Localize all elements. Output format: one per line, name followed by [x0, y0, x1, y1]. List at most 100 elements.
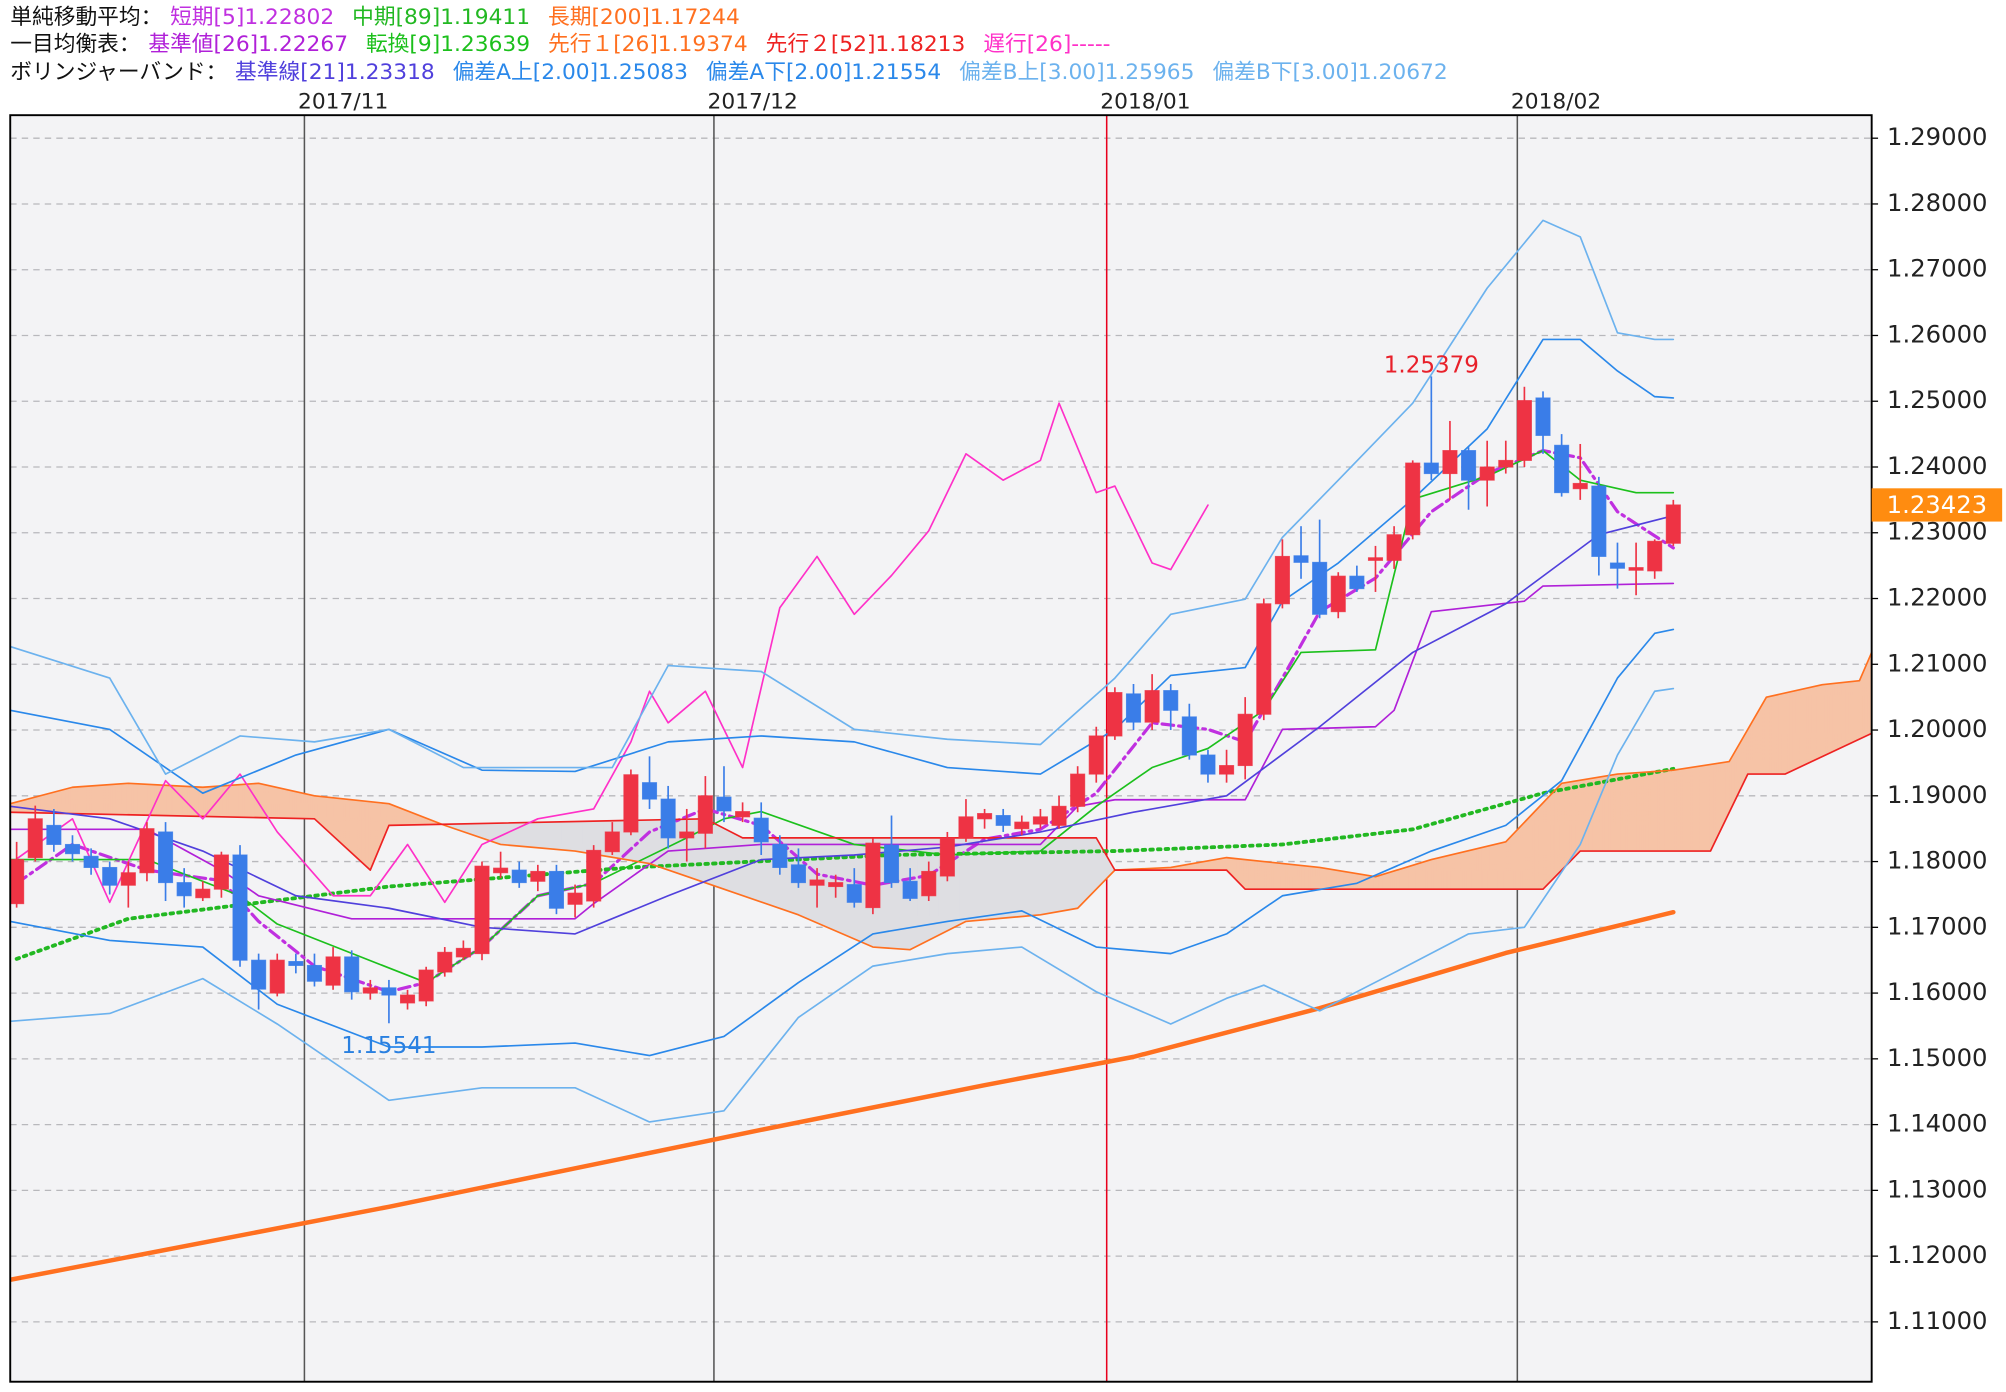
- candle-body: [1274, 555, 1290, 605]
- candle-body: [1051, 805, 1067, 826]
- candle-body: [865, 842, 881, 909]
- candle-body: [958, 816, 974, 839]
- legend-entry: 長期[200]1.17244: [548, 5, 740, 30]
- candle-body: [1442, 450, 1458, 475]
- grid: [10, 115, 1872, 1382]
- candle-body: [1554, 444, 1570, 494]
- candle-body: [883, 844, 900, 884]
- indicator-line: [10, 219, 1675, 775]
- candle-body: [1647, 540, 1663, 572]
- candle-body: [306, 964, 323, 982]
- candle-body: [362, 987, 378, 994]
- indicator-line: [10, 651, 1872, 951]
- indicator-line: [10, 402, 1209, 904]
- legend-entry: 遅行[26]-----: [983, 32, 1110, 57]
- legend-entry: 偏差A上[2.00]1.25083: [453, 60, 688, 85]
- candle-body: [1293, 555, 1309, 563]
- candle-body: [1405, 462, 1421, 536]
- candle-body: [139, 828, 155, 874]
- candle-body: [455, 947, 471, 958]
- y-tick-label: 1.23000: [1887, 517, 1987, 546]
- y-tick-label: 1.17000: [1887, 911, 1987, 940]
- candle-body: [697, 795, 713, 834]
- legend-group-label: 一目均衡表：: [10, 32, 140, 57]
- plot-border: [9, 114, 1873, 1383]
- candle-body: [679, 831, 695, 839]
- annotation: 1.15541: [341, 1033, 436, 1059]
- candle-body: [474, 865, 490, 955]
- candle-body: [1535, 397, 1551, 436]
- candle-body: [1461, 450, 1477, 481]
- legend-entry: 偏差A下[2.00]1.21554: [706, 60, 941, 85]
- legend-entry: 中期[89]1.19411: [352, 5, 530, 30]
- candle-body: [921, 870, 937, 897]
- candle-body: [1423, 462, 1439, 475]
- candle-body: [1498, 459, 1514, 468]
- candle-body: [1628, 567, 1644, 571]
- legend-entry: 基準値[26]1.22267: [148, 32, 348, 57]
- candle-body: [1125, 693, 1142, 723]
- candle-body: [1591, 485, 1607, 557]
- candle-body: [1256, 603, 1272, 715]
- candle-body: [64, 843, 81, 855]
- candle-body: [716, 796, 732, 812]
- candle-body: [735, 811, 751, 818]
- y-tick-label: 1.22000: [1887, 583, 1987, 612]
- plot: 1.25379 1.15541: [10, 219, 1872, 1283]
- candle-body: [437, 951, 453, 973]
- indicator-line: [10, 909, 1676, 1283]
- candle-body: [1349, 575, 1365, 590]
- axes: 1.11000 1.12000 1.13000 1.14000 1.15000 1.160…: [298, 89, 2003, 1335]
- candle-body: [325, 956, 341, 986]
- candle-body: [995, 815, 1011, 826]
- legend-group-label: 単純移動平均：: [10, 5, 162, 30]
- candle-body: [1032, 816, 1048, 825]
- candle-body: [772, 843, 788, 868]
- candle-body: [195, 888, 211, 899]
- candle-body: [1572, 482, 1588, 490]
- candle-body: [809, 879, 825, 886]
- legend-group-label: ボリンジャーバンド：: [10, 60, 227, 85]
- y-tick-label: 1.14000: [1887, 1109, 1987, 1138]
- indicator-line: [10, 514, 1675, 935]
- candle-body: [1609, 562, 1626, 569]
- candle-body: [1479, 466, 1495, 481]
- candle-body: [27, 818, 43, 859]
- candle-body: [530, 870, 546, 882]
- candle-body: [381, 987, 397, 996]
- y-tick-label: 1.26000: [1887, 319, 1987, 348]
- candle-body: [1107, 692, 1123, 737]
- candle-body: [790, 864, 806, 884]
- candle-body: [251, 959, 267, 990]
- candle-body: [232, 854, 248, 961]
- candle-body: [1014, 821, 1030, 830]
- candle-body: [46, 824, 62, 845]
- y-tick-label: 1.18000: [1887, 846, 1987, 875]
- header: 単純移動平均： 短期[5]1.22802 中期[89]1.19411 長期[200]1…: [10, 5, 1447, 85]
- candle-body: [846, 884, 862, 903]
- candle-body: [83, 855, 99, 868]
- price-label: 1.23423: [1887, 490, 1987, 519]
- candle-body: [1200, 754, 1216, 775]
- candle-body: [269, 959, 285, 994]
- candle-body: [828, 882, 844, 888]
- candle-body: [977, 813, 993, 820]
- plot-area: [10, 115, 1872, 1382]
- x-tick-label: 2017/12: [708, 89, 798, 114]
- y-tick-label: 1.19000: [1887, 780, 1987, 809]
- candle-body: [939, 837, 955, 877]
- candle-body: [1070, 773, 1086, 807]
- indicator-line: [15, 448, 1675, 994]
- candle-body: [1665, 504, 1681, 544]
- y-tick-label: 1.11000: [1887, 1306, 1987, 1335]
- indicator-line: [10, 338, 1675, 795]
- candle-body: [10, 859, 25, 905]
- candle-body: [493, 867, 509, 874]
- annotation: 1.25379: [1384, 353, 1479, 379]
- candle-body: [1163, 690, 1179, 711]
- candle-body: [344, 956, 360, 993]
- candle-body: [586, 849, 602, 902]
- candle-body: [753, 817, 769, 843]
- legend-entry: 偏差B上[3.00]1.25965: [959, 60, 1194, 85]
